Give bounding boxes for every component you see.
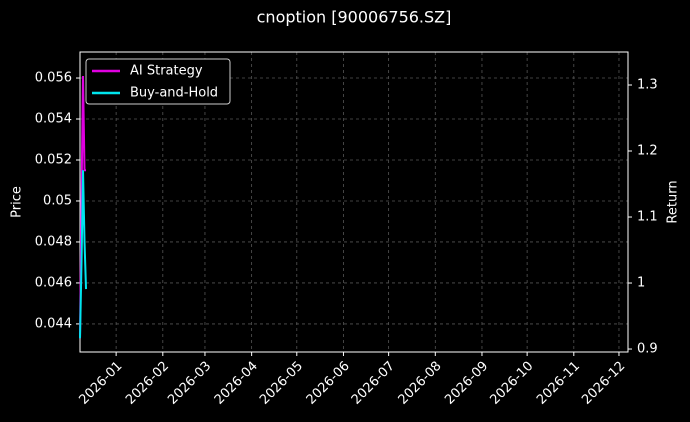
x-tick-label: 2026-08	[396, 359, 445, 408]
y-tick-label: 0.056	[35, 71, 72, 86]
y-tick-label: 0.046	[35, 275, 72, 290]
y-axis-label: Price	[10, 186, 25, 218]
y2-tick-label: 1.1	[637, 210, 658, 225]
plot-frame	[79, 51, 629, 353]
x-tick-label: 2026-12	[579, 359, 628, 408]
x-tick-label: 2026-07	[349, 359, 398, 408]
y2-tick-label: 1	[637, 276, 645, 291]
y2-tick-label: 1.3	[637, 78, 658, 93]
legend-label: AI Strategy	[130, 64, 203, 79]
y-tick-label: 0.052	[35, 152, 72, 167]
legend-label: Buy-and-Hold	[130, 86, 218, 101]
y-tick-label: 0.048	[35, 234, 72, 249]
x-tick-label: 2026-09	[442, 359, 491, 408]
x-tick-label: 2026-10	[487, 359, 536, 408]
x-tick-label: 2026-05	[257, 359, 306, 408]
chart-title: cnoption [90006756.SZ]	[257, 8, 452, 27]
y2-tick-label: 0.9	[637, 342, 658, 357]
y-tick-label: 0.054	[35, 112, 72, 127]
x-tick-label: 2026-02	[123, 359, 172, 408]
x-tick-label: 2026-11	[534, 359, 583, 408]
series-line	[79, 170, 88, 339]
x-tick-label: 2026-01	[76, 359, 125, 408]
x-tick-label: 2026-04	[212, 359, 261, 408]
y-tick-label: 0.05	[43, 193, 72, 208]
y2-axis-label: Return	[666, 180, 681, 223]
y2-tick-label: 1.2	[637, 144, 658, 159]
x-tick-label: 2026-06	[304, 359, 353, 408]
legend-box	[85, 58, 231, 105]
y-tick-label: 0.044	[35, 316, 72, 331]
x-tick-label: 2026-03	[165, 359, 214, 408]
legend: AI Strategy Buy-and-Hold	[85, 58, 231, 105]
